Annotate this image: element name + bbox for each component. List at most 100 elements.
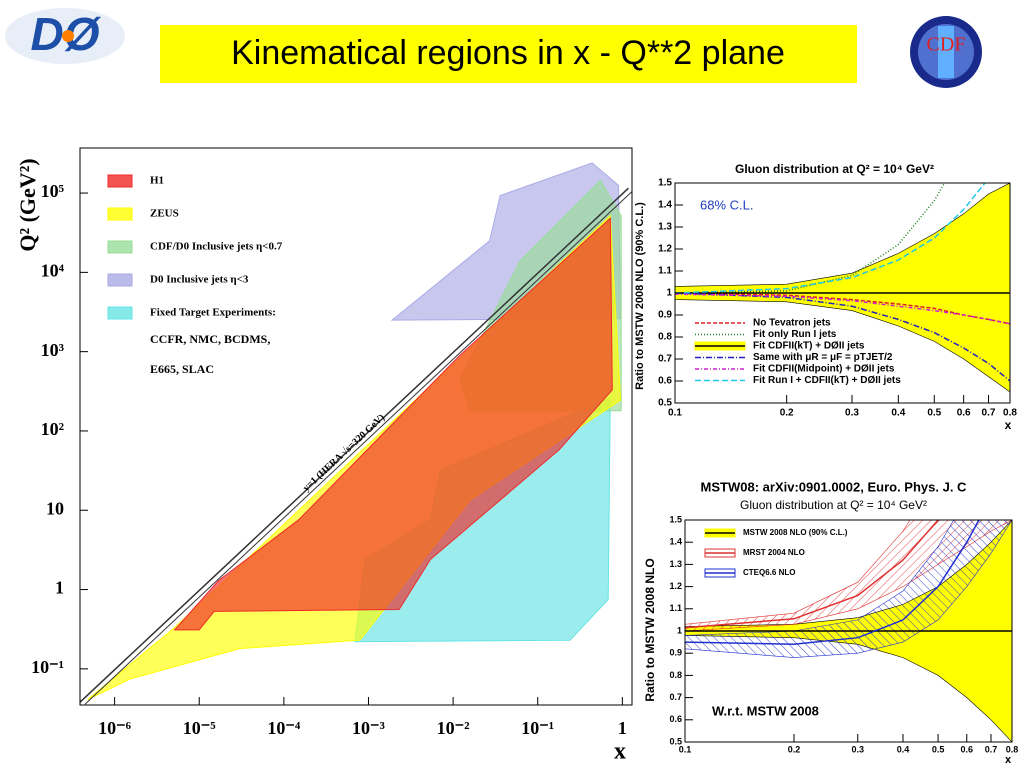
series-line	[675, 183, 986, 294]
d0-logo: DØ	[5, 8, 125, 64]
x-tick-label: 0.4	[897, 744, 910, 754]
logo-bar	[938, 26, 954, 78]
charts: 10⁻⁶ 10⁻⁵ 10⁻⁴ 10⁻³ 10⁻² 10⁻¹ 110⁻¹11010²10³10…	[15, 147, 1019, 766]
x-tick-label: 10⁻²	[437, 718, 470, 738]
chart-title: Gluon distribution at Q² = 10⁴ GeV²	[735, 162, 934, 176]
x-tick-label: 0.1	[679, 744, 692, 754]
legend-label: MRST 2004 NLO	[743, 548, 805, 557]
legend-label: D0 Inclusive jets η<3	[150, 274, 249, 286]
x-tick-label: 10⁻⁵	[183, 718, 217, 738]
band	[685, 520, 1012, 632]
y-tick-label: 1	[677, 625, 682, 635]
plot-frame	[684, 519, 1013, 743]
y-tick-label: 1.5	[669, 514, 682, 524]
x-tick-label: 0.4	[891, 408, 905, 419]
x-tick-label: 0.8	[1003, 408, 1017, 419]
y-axis-label: Ratio to MSTW 2008 NLO	[643, 558, 657, 701]
plot-frame	[674, 182, 1011, 404]
y-tick-label: 1.4	[658, 200, 672, 211]
y-tick-label: 0.9	[658, 310, 672, 321]
reference-line	[80, 187, 629, 703]
y-tick-label: 1.4	[669, 537, 682, 547]
y-tick-label: 0.8	[669, 670, 682, 680]
series-line	[675, 292, 1010, 382]
y-tick-label: 10	[46, 498, 64, 518]
x-tick-label: 0.7	[982, 408, 996, 419]
x-tick-label: 10⁻¹	[521, 718, 554, 738]
legend-label: ZEUS	[150, 208, 179, 220]
x-tick-label: 0.2	[788, 744, 801, 754]
legend-label: Fixed Target Experiments:	[150, 307, 276, 319]
y-tick-label: 10²	[41, 419, 64, 439]
y-tick-label: 1.2	[669, 581, 682, 591]
chart: 0.1 0.2 0.3 0.4 0.5 0.6 0.7 0.8 0.5 0.6 0.7 0.8 0.9 1…	[634, 162, 1017, 432]
legend-label: Fit Run I + CDFII(kT) + DØII jets	[753, 375, 901, 386]
y-tick-label: 0.8	[658, 332, 672, 343]
x-tick-label: 0.3	[852, 744, 865, 754]
series-line	[685, 520, 980, 646]
x-axis-label: x	[1005, 418, 1012, 432]
legend-swatch	[107, 273, 133, 287]
x-axis-label: x	[1005, 754, 1012, 766]
y-tick-label: 1	[55, 578, 64, 598]
y-tick-label: 1.1	[658, 266, 672, 277]
band	[675, 183, 1010, 393]
annotation: W.r.t. MSTW 2008	[712, 703, 819, 718]
x-tick-label: 1	[618, 718, 627, 738]
legend-label: CDF/D0 Inclusive jets η<0.7	[150, 241, 283, 253]
y-axis-label: Ratio to MSTW 2008 NLO (90% C.L.)	[634, 202, 646, 390]
legend-swatch	[107, 240, 133, 254]
y-tick-label: 1.1	[669, 603, 682, 613]
legend-label: Same with μR = μF = pTJET/2	[753, 352, 893, 363]
legend-label: Fit CDFII(Midpoint) + DØII jets	[753, 364, 895, 375]
x-tick-label: 0.3	[845, 408, 859, 419]
y-tick-label: 0.5	[669, 736, 682, 746]
x-tick-label: 0.6	[961, 744, 974, 754]
x-tick-label: 0.6	[957, 408, 971, 419]
legend-note: CCFR, NMC, BCDMS,	[150, 332, 270, 346]
legend-label: No Tevatron jets	[753, 318, 831, 329]
region	[173, 217, 613, 631]
logo-text: CDF	[927, 34, 966, 56]
chart: 10⁻⁶ 10⁻⁵ 10⁻⁴ 10⁻³ 10⁻² 10⁻¹ 1 10⁻¹ 1 10 10² 10³ 10…	[15, 147, 633, 765]
y-axis-label: Q² (GeV²)	[15, 158, 40, 251]
x-tick-label: 0.2	[780, 408, 794, 419]
x-tick-label: 10⁻³	[352, 718, 386, 738]
y-tick-label: 0.5	[658, 398, 672, 409]
y-tick-label: 10⁵	[41, 181, 65, 201]
reference-line	[84, 190, 632, 705]
legend-label: Fit only Run I jets	[753, 329, 837, 340]
cdf-logo: CDF	[910, 16, 982, 88]
y-tick-label: 0.6	[658, 376, 672, 387]
legend-label: MSTW 2008 NLO (90% C.L.)	[743, 528, 848, 537]
plot-content	[685, 520, 1012, 742]
y-tick-label: 1	[666, 288, 672, 299]
x-tick-label: 0.7	[985, 744, 998, 754]
legend-note: E665, SLAC	[150, 362, 214, 376]
y-tick-label: 0.7	[658, 354, 672, 365]
x-tick-label: 0.1	[668, 408, 682, 419]
y-tick-label: 0.9	[669, 648, 682, 658]
x-tick-label: 10⁻⁴	[267, 718, 301, 738]
chart-subtitle: Gluon distribution at Q² = 10⁴ GeV²	[740, 498, 927, 512]
y-tick-label: 1.3	[658, 222, 672, 233]
y-tick-label: 1.3	[669, 559, 682, 569]
slide-title: Kinematical regions in x - Q**2 plane	[231, 34, 785, 72]
logo-star	[62, 30, 74, 42]
y-tick-label: 10⁴	[41, 260, 65, 280]
x-tick-label: 0.5	[927, 408, 941, 419]
x-tick-label: 0.8	[1006, 744, 1019, 754]
y-tick-label: 1.2	[658, 244, 672, 255]
annotation: 68% C.L.	[700, 197, 753, 212]
plot-content	[80, 162, 632, 705]
x-axis-label: x	[614, 739, 626, 765]
chart-title: MSTW08: arXiv:0901.0002, Euro. Phys. J. …	[701, 479, 968, 494]
series-line	[685, 520, 940, 629]
series-line	[675, 292, 1010, 325]
y-tick-label: 1.5	[658, 178, 672, 189]
legend-label: Fit CDFII(kT) + DØII jets	[753, 341, 865, 352]
y-tick-label: 10⁻¹	[31, 657, 64, 677]
y-tick-label: 10³	[41, 340, 65, 360]
plot-frame	[79, 147, 633, 706]
